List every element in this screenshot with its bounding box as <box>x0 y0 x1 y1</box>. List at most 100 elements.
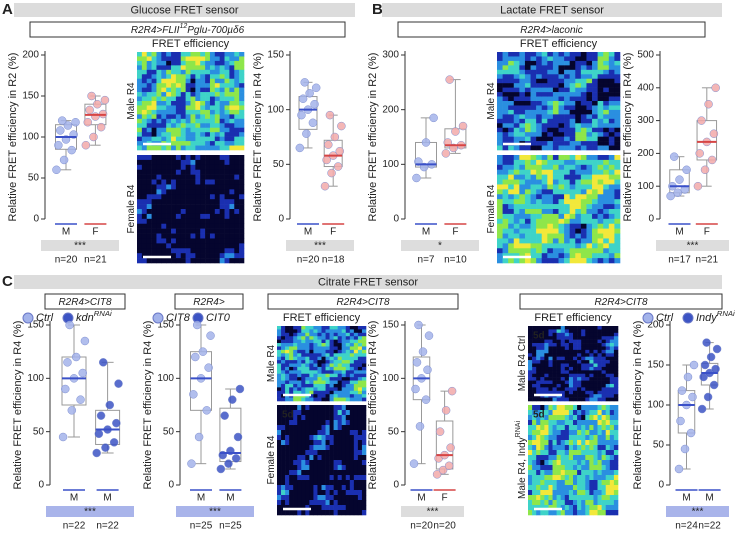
pixel <box>528 435 532 440</box>
pixel <box>137 74 142 79</box>
pixel <box>531 209 537 214</box>
pixel <box>137 234 142 239</box>
pixel <box>614 74 620 79</box>
image-label: Male R4 Ctrl <box>517 336 528 392</box>
pixel <box>589 374 593 378</box>
pixel <box>239 83 244 88</box>
pixel <box>598 194 604 199</box>
pixel <box>220 141 225 146</box>
pixel <box>570 160 576 165</box>
pixel <box>598 253 604 258</box>
pixel <box>536 61 542 66</box>
pixel <box>191 189 196 194</box>
pixel <box>589 405 593 410</box>
pixel <box>614 384 618 388</box>
pixel <box>531 160 537 165</box>
pixel <box>346 505 350 510</box>
pixel <box>553 470 557 475</box>
pixel <box>229 238 234 243</box>
pixel <box>313 405 317 410</box>
pixel <box>171 258 176 263</box>
pixel <box>326 465 330 470</box>
data-point <box>321 182 329 190</box>
pixel <box>362 440 366 445</box>
pixel <box>540 490 544 495</box>
pixel <box>593 367 597 371</box>
pixel <box>354 391 358 395</box>
pixel <box>346 340 350 344</box>
group-label: M <box>682 493 690 504</box>
pixel <box>570 204 576 209</box>
subtitle: R2R4>CIT8 <box>336 297 390 308</box>
pixel <box>289 450 293 455</box>
pixel <box>229 97 234 102</box>
pixel <box>205 175 210 180</box>
pixel <box>589 370 593 374</box>
pixel <box>606 326 610 330</box>
pixel <box>142 123 147 128</box>
pixel <box>514 184 520 189</box>
pixel <box>225 88 230 93</box>
pixel <box>220 92 225 97</box>
pixel <box>239 56 244 61</box>
pixel <box>559 65 565 70</box>
pixel <box>536 70 542 75</box>
pixel <box>301 357 305 361</box>
pixel <box>585 333 589 337</box>
pixel <box>156 170 161 175</box>
pixel <box>161 229 166 234</box>
pixel <box>346 495 350 500</box>
data-point <box>703 339 711 347</box>
pixel <box>598 155 604 160</box>
pixel <box>322 391 326 395</box>
pixel <box>309 445 313 450</box>
pixel <box>137 70 142 75</box>
pixel <box>338 387 342 391</box>
pixel <box>528 370 532 374</box>
pixel <box>581 110 587 115</box>
pixel <box>309 500 313 505</box>
pixel <box>166 170 171 175</box>
pixel <box>362 485 366 490</box>
pixel <box>330 394 334 398</box>
pixel <box>606 510 610 515</box>
pixel <box>334 500 338 505</box>
pixel <box>350 370 354 374</box>
data-point <box>696 149 704 157</box>
pixel <box>342 391 346 395</box>
pixel <box>317 353 321 357</box>
pixel <box>186 243 191 248</box>
pixel <box>532 495 536 500</box>
pixel <box>156 110 161 115</box>
pixel <box>326 353 330 357</box>
pixel <box>309 495 313 500</box>
pixel <box>330 398 334 402</box>
pixel <box>575 199 581 204</box>
panel-letter: C <box>2 273 13 290</box>
pixel <box>593 377 597 381</box>
pixel <box>156 65 161 70</box>
pixel <box>161 79 166 84</box>
pixel <box>342 394 346 398</box>
pixel <box>313 377 317 381</box>
pixel <box>540 346 544 350</box>
pixel <box>557 500 561 505</box>
pixel <box>514 119 520 124</box>
pixel <box>186 248 191 253</box>
pixel <box>581 165 587 170</box>
pixel <box>229 155 234 160</box>
pixel <box>350 367 354 371</box>
pixel <box>581 146 587 151</box>
pixel <box>598 258 604 263</box>
pixel <box>142 175 147 180</box>
pixel <box>593 394 597 398</box>
pixel <box>528 485 532 490</box>
pixel <box>514 83 520 88</box>
pixel <box>542 199 548 204</box>
pixel <box>313 326 317 330</box>
pixel <box>508 219 514 224</box>
pixel <box>239 52 244 57</box>
pixel <box>305 333 309 337</box>
pixel <box>338 505 342 510</box>
pixel <box>614 258 620 263</box>
